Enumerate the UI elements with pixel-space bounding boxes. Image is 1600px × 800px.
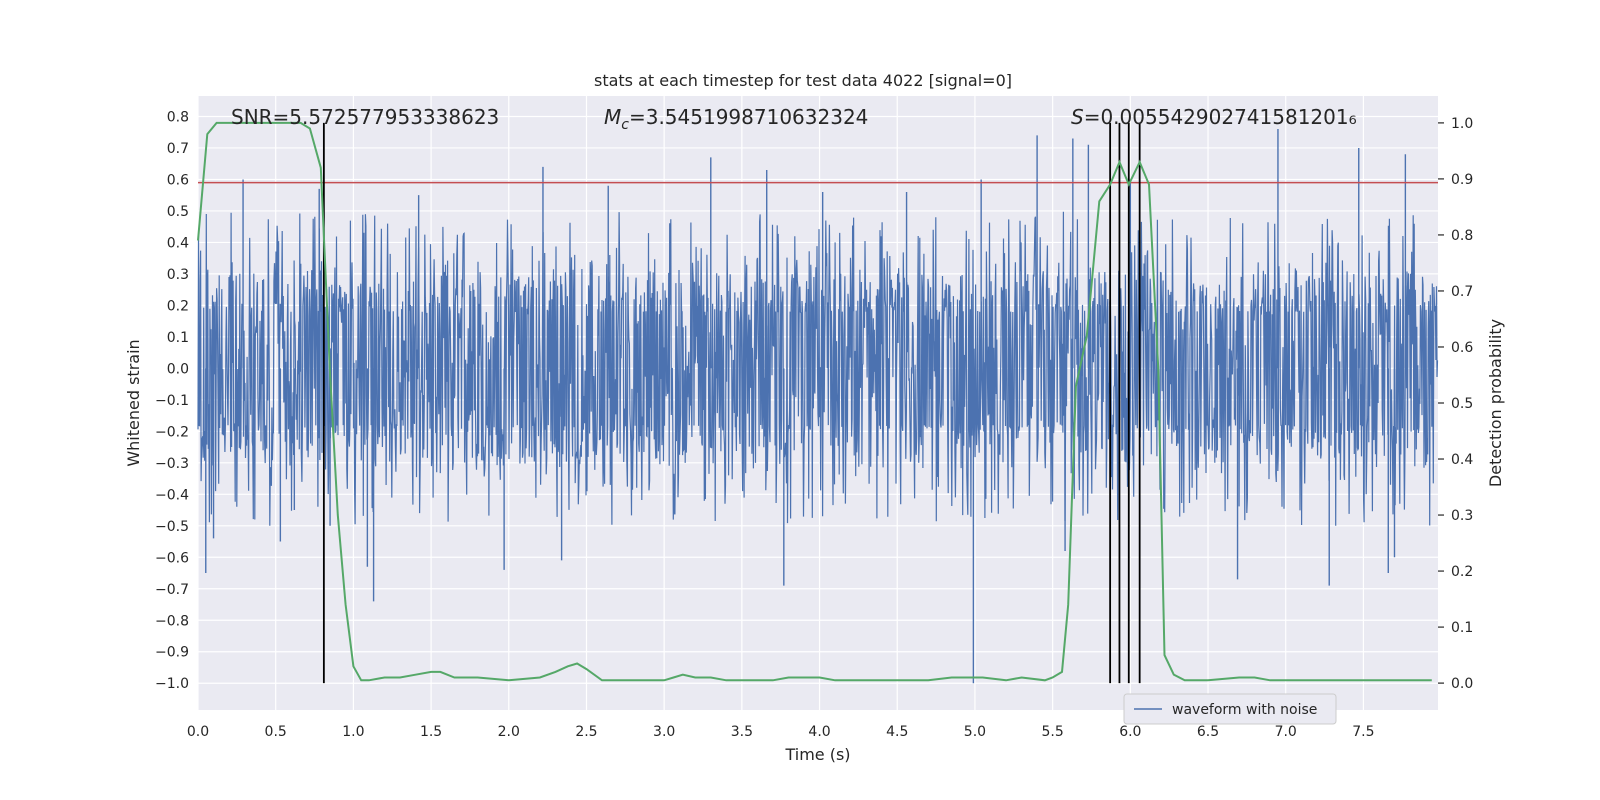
y-tick-label-12: −0.4 xyxy=(155,487,189,503)
vertical-markers xyxy=(322,122,1141,684)
y2-tick-label-9: 0.1 xyxy=(1451,620,1473,636)
snr-annotation: SNR=5.572577953338623 xyxy=(231,105,499,129)
y-tick-label-16: −0.8 xyxy=(155,613,189,629)
waveform-trace xyxy=(197,211,1439,526)
chirp-mass-value: =3.5451998710632324 xyxy=(629,105,868,129)
y2-tick-label-1: 0.9 xyxy=(1451,172,1473,188)
y-tick-label-2: 0.6 xyxy=(167,172,189,188)
x-tick-label-0: 0.0 xyxy=(187,724,209,740)
chirp-mass-symbol: M xyxy=(604,105,621,129)
y-tick-label-10: −0.2 xyxy=(155,424,189,440)
y2-tick-label-4: 0.6 xyxy=(1451,340,1473,356)
y2-tick-label-5: 0.5 xyxy=(1451,396,1473,412)
waveform-series xyxy=(197,129,1439,684)
y-axis-label: Whitened strain xyxy=(124,339,143,466)
y-tick-label-14: −0.6 xyxy=(155,550,189,566)
chirp-mass-annotation: Mc=3.5451998710632324 xyxy=(604,105,868,133)
y-tick-label-11: −0.3 xyxy=(155,456,189,472)
significance-symbol: S xyxy=(1071,105,1084,129)
x-tick-label-13: 6.5 xyxy=(1197,724,1219,740)
y2-tick-label-3: 0.7 xyxy=(1451,284,1473,300)
y-tick-label-5: 0.3 xyxy=(167,267,189,283)
legend: waveform with noise xyxy=(1123,693,1337,725)
significance-annotation: S=0.005542902741581201₆ xyxy=(1071,105,1357,129)
y2-axis-ticks: 1.0 0.9 0.8 0.7 0.6 0.5 0.4 0.3 0.2 0.1 0.0 xyxy=(1438,116,1473,692)
legend-box xyxy=(1123,693,1337,725)
y-tick-label-9: −0.1 xyxy=(155,393,189,409)
y2-tick-label-2: 0.8 xyxy=(1451,228,1473,244)
x-tick-label-1: 0.5 xyxy=(265,724,287,740)
detection-probability-series xyxy=(197,121,1432,682)
y2-tick-label-6: 0.4 xyxy=(1451,452,1473,468)
x-tick-label-5: 2.5 xyxy=(575,724,597,740)
x-tick-label-12: 6.0 xyxy=(1119,724,1141,740)
x-tick-label-15: 7.5 xyxy=(1352,724,1374,740)
chirp-mass-subscript: c xyxy=(621,117,629,133)
x-tick-label-7: 3.5 xyxy=(731,724,753,740)
x-tick-label-3: 1.5 xyxy=(420,724,442,740)
x-tick-label-14: 7.0 xyxy=(1275,724,1297,740)
y-tick-label-7: 0.1 xyxy=(167,330,189,346)
y2-tick-label-0: 1.0 xyxy=(1451,116,1473,132)
y2-tick-label-10: 0.0 xyxy=(1451,676,1473,692)
y-tick-label-18: −1.0 xyxy=(155,676,189,692)
y2-axis-label: Detection probability xyxy=(1486,319,1505,487)
y2-tick-label-8: 0.2 xyxy=(1451,564,1473,580)
y-tick-label-1: 0.7 xyxy=(167,141,189,157)
y-tick-label-0: 0.8 xyxy=(167,109,189,125)
x-tick-label-2: 1.0 xyxy=(342,724,364,740)
y-axis-ticks: 0.8 0.7 0.6 0.5 0.4 0.3 0.2 0.1 0.0 −0.1 −0.2 −0.3 −… xyxy=(155,109,189,692)
y-tick-label-6: 0.2 xyxy=(167,298,189,314)
x-tick-label-8: 4.0 xyxy=(808,724,830,740)
x-axis-ticks: 0.0 0.5 1.0 1.5 2.0 2.5 3.0 3.5 4.0 4.5 5.0 5.5 6.0 6… xyxy=(187,724,1375,740)
x-tick-label-6: 3.0 xyxy=(653,724,675,740)
x-tick-label-9: 4.5 xyxy=(886,724,908,740)
y-tick-label-8: 0.0 xyxy=(167,361,189,377)
legend-label-waveform: waveform with noise xyxy=(1172,702,1317,718)
y-tick-label-3: 0.5 xyxy=(167,204,189,220)
significance-value: =0.005542902741581201₆ xyxy=(1084,105,1357,129)
y-tick-label-15: −0.7 xyxy=(155,582,189,598)
x-tick-label-11: 5.5 xyxy=(1042,724,1064,740)
y2-tick-label-7: 0.3 xyxy=(1451,508,1473,524)
y-tick-label-13: −0.5 xyxy=(155,519,189,535)
y-tick-label-17: −0.9 xyxy=(155,645,189,661)
x-tick-label-4: 2.0 xyxy=(498,724,520,740)
x-axis-label: Time (s) xyxy=(784,745,850,764)
y-tick-label-4: 0.4 xyxy=(167,235,189,251)
x-tick-label-10: 5.0 xyxy=(964,724,986,740)
chart-title: stats at each timestep for test data 402… xyxy=(594,71,1012,90)
detection-probability-line xyxy=(197,121,1432,682)
